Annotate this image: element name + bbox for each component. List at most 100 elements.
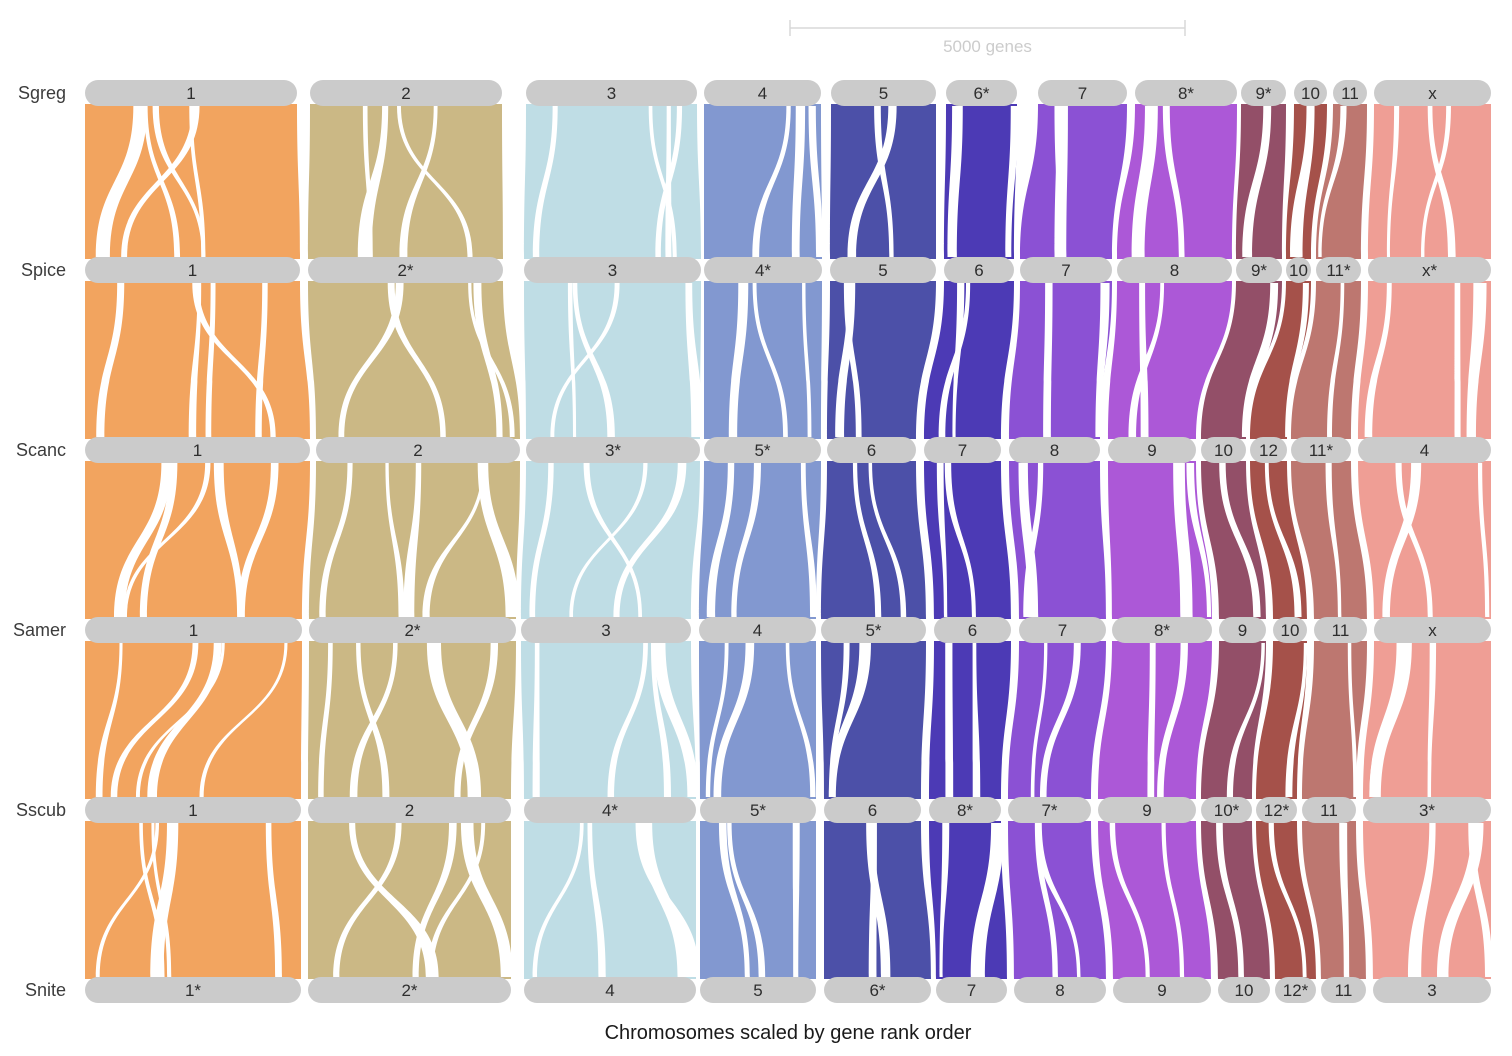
chromosome-capsule-Sscub-3* — [1363, 797, 1491, 823]
chromosome-label: 4* — [755, 261, 771, 280]
synteny-band-Sscub-Snite-col9 — [1201, 821, 1270, 979]
braid-gap — [1290, 106, 1315, 257]
chromosome-label: 11 — [1335, 981, 1353, 1000]
braid-gap — [265, 823, 282, 977]
chromosome-capsule-Sscub-5* — [700, 797, 816, 823]
braid-gap — [970, 823, 1005, 977]
chromosome-capsule-Sscub-8* — [929, 797, 1001, 823]
chromosome-label: 6 — [867, 441, 876, 460]
braid-gap — [1466, 283, 1487, 437]
braid-gap — [319, 463, 353, 617]
chromosome-capsule-Snite-7 — [936, 977, 1007, 1003]
braid-gap — [143, 106, 181, 257]
synteny-band-Spice-Scanc-col3 — [524, 281, 701, 439]
braid-gap — [800, 463, 817, 617]
synteny-band-Spice-Scanc-col2 — [308, 281, 520, 439]
chromosome-capsule-Samer-7 — [1019, 617, 1106, 643]
braid-gap — [713, 643, 755, 797]
synteny-band-Samer-Sscub-col10 — [1256, 641, 1307, 799]
synteny-band-Samer-Sscub-col2 — [308, 641, 516, 799]
braid-gap — [572, 283, 615, 437]
chromosome-capsule-Sgreg-6* — [946, 80, 1017, 106]
braid-gap — [1034, 823, 1058, 977]
braid-gap — [874, 106, 894, 257]
braid-gap — [422, 463, 486, 617]
chromosome-capsule-Spice-4* — [704, 257, 822, 283]
chromosome-capsule-Spice-7 — [1020, 257, 1112, 283]
chromosome-label: 4 — [753, 621, 762, 640]
chromosome-capsule-Snite-1* — [85, 977, 301, 1003]
chromosome-capsule-Sgreg-7 — [1038, 80, 1127, 106]
scale-bar-bracket — [789, 20, 1186, 36]
chromosome-capsule-Samer-2* — [309, 617, 516, 643]
chromosome-capsule-Sscub-7* — [1008, 797, 1091, 823]
chromosome-capsule-Spice-10 — [1286, 257, 1311, 283]
braid-gap — [1131, 106, 1158, 257]
braid-gap — [1408, 823, 1436, 977]
braid-gap — [1095, 283, 1110, 437]
braid-gap — [947, 106, 963, 257]
chromosome-capsule-Sscub-9 — [1098, 797, 1196, 823]
chromosome-label: 10 — [1214, 441, 1233, 460]
chromosome-label: 7 — [967, 981, 976, 1000]
braid-gap — [532, 106, 558, 257]
chromosome-capsule-Samer-5* — [821, 617, 926, 643]
chromosome-label: 4* — [602, 801, 618, 820]
braid-gap — [685, 283, 703, 437]
synteny-band-Sgreg-Spice-col2 — [308, 104, 503, 259]
chromosome-label: 6 — [868, 801, 877, 820]
braid-gap — [1427, 106, 1456, 257]
chromosome-label: 7* — [1041, 801, 1057, 820]
braid-gap — [847, 106, 897, 257]
synteny-band-Scanc-Samer-col11 — [1291, 461, 1367, 619]
braid-gap — [1325, 463, 1342, 617]
braid-gap — [791, 106, 806, 257]
chromosome-capsule-Snite-3 — [1373, 977, 1491, 1003]
chromosome-label: 3 — [1427, 981, 1436, 1000]
chromosome-capsule-Samer-9 — [1219, 617, 1266, 643]
chromosome-capsule-Snite-2* — [308, 977, 511, 1003]
chromosome-capsule-Scanc-10 — [1201, 437, 1246, 463]
braid-gap — [648, 106, 677, 257]
chromosome-capsule-Scanc-4 — [1358, 437, 1491, 463]
braid-gap — [1186, 463, 1212, 617]
braid-gap — [952, 283, 965, 437]
braid-gap — [1268, 823, 1307, 977]
braid-gap — [1005, 106, 1019, 257]
synteny-band-Scanc-Samer-col6 — [924, 461, 1011, 619]
synteny-band-Spice-Scanc-col11 — [1291, 281, 1361, 439]
braid-gap — [1369, 643, 1412, 797]
braid-gap — [752, 283, 788, 437]
chromosome-capsule-Scanc-5* — [704, 437, 821, 463]
chromosome-capsule-Samer-8* — [1112, 617, 1212, 643]
chromosome-capsule-Samer-6 — [934, 617, 1011, 643]
braid-gap — [1054, 106, 1064, 257]
scale-bar: 5000 genes — [789, 20, 1186, 56]
scale-bar-label: 5000 genes — [943, 37, 1032, 56]
braid-gap — [1364, 283, 1392, 437]
braid-gap — [808, 106, 823, 257]
chromosome-capsule-Sscub-10* — [1201, 797, 1252, 823]
braid-gap — [412, 823, 457, 977]
braid-gap — [1318, 106, 1347, 257]
chromosome-label: 3 — [607, 84, 616, 103]
chromosome-label: 5* — [750, 801, 766, 820]
chromosome-label: 8* — [957, 801, 973, 820]
chromosome-capsule-Snite-4 — [524, 977, 696, 1003]
capsules-layer — [85, 80, 1491, 1003]
chromosome-capsule-Spice-6 — [944, 257, 1014, 283]
synteny-band-Samer-Sscub-col1 — [85, 641, 302, 799]
chromosome-label: 8 — [1050, 441, 1059, 460]
chromosome-capsule-Sgreg-10 — [1294, 80, 1327, 106]
chromosome-label: 10 — [1235, 981, 1254, 1000]
chromosome-capsule-Sgreg-9* — [1241, 80, 1286, 106]
chromosome-capsule-Spice-3 — [524, 257, 701, 283]
braid-gap — [338, 283, 404, 437]
braid-gap — [357, 106, 389, 257]
braid-gap — [135, 643, 225, 797]
braid-gap — [1216, 823, 1244, 977]
chromosome-label: 10 — [1301, 84, 1320, 103]
braid-gap — [835, 283, 856, 437]
braid-gap — [1468, 823, 1493, 977]
